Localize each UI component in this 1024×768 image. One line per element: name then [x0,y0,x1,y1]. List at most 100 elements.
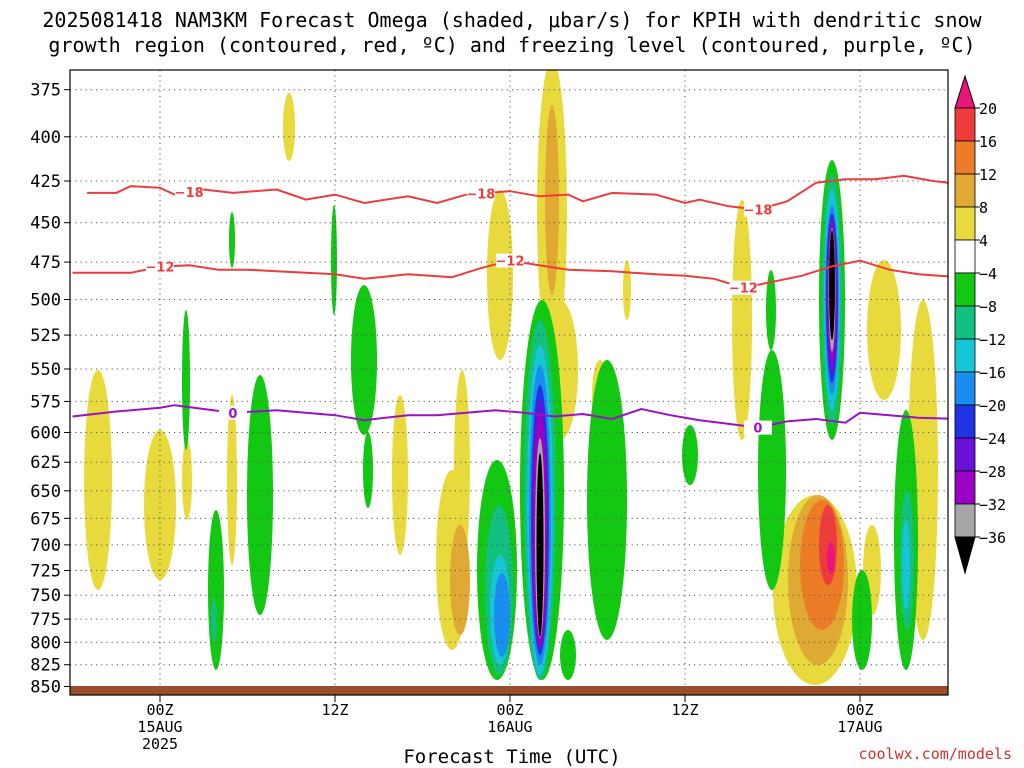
x-tick-label: 2025 [142,735,178,753]
omega-shade-region [208,510,224,670]
y-tick-label: 625 [30,453,61,473]
omega-shade-region [766,270,776,350]
omega-shade-region [819,505,837,585]
colorbar-label: 4 [979,232,988,250]
freezing-contour-label-bg [218,405,247,420]
chart-title-line-2: growth region (contoured, red, ºC) and f… [48,33,976,57]
colorbar-segment [954,272,976,307]
omega-shade-region [182,310,190,450]
omega-shade-region [902,520,910,610]
omega-shade-region [587,360,627,640]
colorbar-label: 8 [979,199,988,217]
colorbar-label: −16 [979,364,1006,382]
dotted-grid [70,70,948,695]
colorbar-segment [954,470,976,505]
x-tick-label: 12Z [321,701,348,719]
omega-shade-region [827,542,835,574]
y-tick-label: 775 [30,610,61,630]
x-axis-title: Forecast Time (UTC) [403,746,621,768]
y-tick-label: 375 [30,81,61,101]
y-tick-label: 800 [30,633,61,653]
y-tick-label: 675 [30,509,61,529]
colorbar: 20 16 12 8 4 −4 −8 −12 −16 −20 −24 −28 −32 −36 [954,74,1006,575]
colorbar-segment [954,536,976,575]
omega-shade-region [682,425,698,485]
colorbar-label: 12 [979,166,997,184]
colorbar-label: −24 [979,430,1006,448]
omega-shade-region [211,598,217,642]
omega-shade-region [363,432,373,508]
x-tick-label: 17AUG [837,718,882,736]
colorbar-label: 16 [979,133,997,151]
contour-layer: −18 −18 −18 −12 −12 −12 0 0 [72,174,948,437]
colorbar-label: −28 [979,463,1006,481]
colorbar-segment [954,404,976,439]
colorbar-label: −8 [979,298,997,316]
omega-shade-region [487,190,513,360]
colorbar-segment [954,107,976,142]
y-tick-label: 425 [30,172,61,192]
freezing-contour-label: 0 [228,407,237,422]
y-tick-label: 400 [30,128,61,148]
site-credit: coolwx.com/models [858,745,1012,763]
y-tick-label: 475 [30,253,61,273]
colorbar-segment [954,140,976,175]
freezing-contour-label: 0 [753,422,762,437]
colorbar-segment [954,74,976,109]
colorbar-label: −12 [979,331,1006,349]
omega-shade-region [494,573,510,657]
colorbar-segment [954,437,976,472]
chart-title-line-1: 2025081418 NAM3KM Forecast Omega (shaded… [42,8,982,32]
y-tick-label: 725 [30,561,61,581]
colorbar-segment [954,305,976,340]
dendritic-contour-label: −18 [466,187,495,202]
dendritic-contour-label-bg [496,253,524,268]
colorbar-label: 20 [979,100,997,118]
omega-shade-region [732,200,752,440]
freezing-contour-label-bg [743,420,772,435]
colorbar-segment [954,173,976,208]
y-tick-label: 700 [30,536,61,556]
omega-shade-region [545,105,559,295]
colorbar-label: −36 [979,529,1006,547]
dendritic-contour-label-bg [466,186,495,201]
x-tick-label: 00Z [496,701,523,719]
omega-shade-region [331,205,337,315]
omega-shade-region [829,230,835,340]
x-tick-label: 12Z [671,701,698,719]
x-tick-label: 15AUG [137,718,182,736]
omega-shade-region [852,570,872,670]
colorbar-segment [954,206,976,241]
y-tick-label: 825 [30,656,61,676]
omega-shading-layer [84,70,938,685]
omega-shade-region [392,395,408,555]
plot-frame [69,69,949,696]
colorbar-segment [954,338,976,373]
omega-shade-region [84,370,112,590]
y-tick-label: 600 [30,423,61,443]
y-tick-label: 850 [30,677,61,697]
omega-shade-region [536,453,544,637]
y-tick-label: 750 [30,586,61,606]
dendritic-contour-label-bg [729,280,758,295]
dendritic-contour-label-bg [175,185,204,200]
colorbar-segment [954,503,976,538]
terrain-ground-strip [70,686,948,695]
colorbar-segment [954,239,976,274]
y-tick-label: 525 [30,326,61,346]
colorbar-label: −20 [979,397,1006,415]
dendritic-contour-line [72,259,948,289]
colorbar-segment [954,371,976,406]
y-tick-label: 650 [30,482,61,502]
dendritic-contour-label: −18 [743,204,772,219]
omega-shade-region [247,375,273,615]
colorbar-label: −4 [979,265,997,283]
x-tick-label: 16AUG [487,718,532,736]
y-tick-label: 550 [30,360,61,380]
dendritic-contour-label-bg [146,259,174,274]
y-tick-label: 450 [30,214,61,234]
dendritic-contour-line [87,174,948,211]
x-tick-label: 00Z [846,701,873,719]
